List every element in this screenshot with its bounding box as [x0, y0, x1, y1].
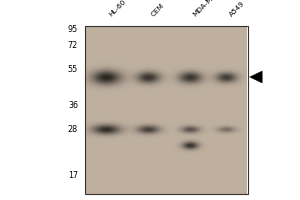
Text: A549: A549 [228, 0, 246, 18]
Text: CEM: CEM [150, 3, 166, 18]
Polygon shape [250, 71, 262, 83]
Text: 28: 28 [68, 124, 78, 134]
Text: 36: 36 [68, 100, 78, 110]
Text: 72: 72 [68, 40, 78, 49]
Text: HL-60: HL-60 [108, 0, 127, 18]
Bar [85, 26, 248, 194]
Text: MDA-MB435: MDA-MB435 [192, 0, 228, 18]
Text: 95: 95 [68, 24, 78, 33]
Text: 55: 55 [68, 64, 78, 73]
Text: 17: 17 [68, 170, 78, 180]
